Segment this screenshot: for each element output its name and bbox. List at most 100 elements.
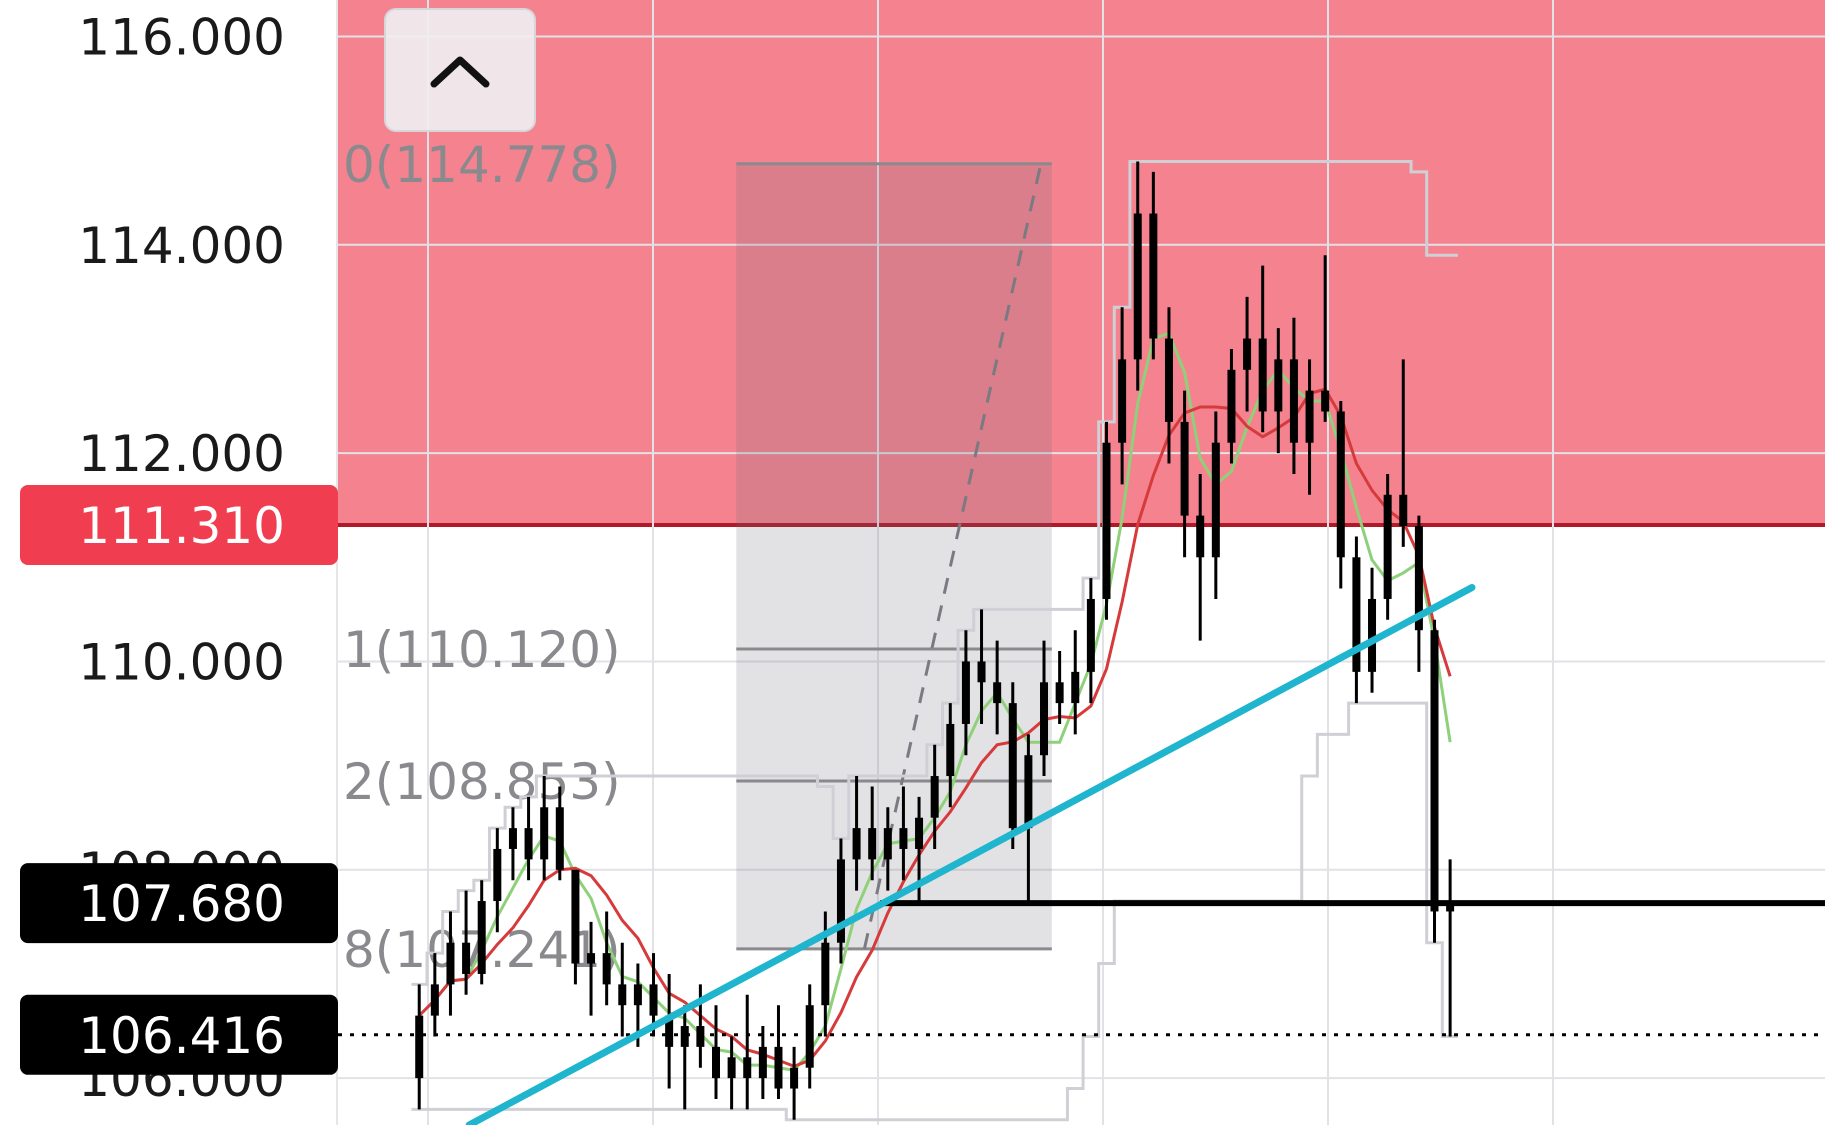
chevron-up-icon bbox=[430, 56, 490, 88]
candle bbox=[571, 869, 580, 985]
candle-body bbox=[477, 901, 486, 974]
trendline bbox=[465, 584, 1476, 1125]
candle-body bbox=[602, 953, 611, 985]
candle-body bbox=[946, 723, 955, 777]
candle-body bbox=[1055, 682, 1064, 704]
candle-body bbox=[1180, 421, 1189, 516]
candle-body bbox=[524, 828, 533, 860]
candle bbox=[602, 911, 611, 1006]
candle-body bbox=[1040, 682, 1049, 756]
candle-body bbox=[711, 1046, 720, 1079]
candle-body bbox=[899, 828, 908, 849]
candle bbox=[493, 828, 502, 933]
candle-body bbox=[1211, 442, 1220, 558]
candle bbox=[524, 796, 533, 881]
candle bbox=[1305, 359, 1314, 495]
candle-body bbox=[1258, 338, 1267, 412]
candle-body bbox=[1336, 411, 1345, 558]
candle bbox=[1149, 171, 1158, 360]
candle bbox=[930, 744, 939, 849]
candle bbox=[1040, 640, 1049, 777]
candle-body bbox=[1430, 630, 1439, 912]
resistance-zone-layer bbox=[338, 0, 1825, 527]
candle bbox=[1008, 682, 1017, 849]
candle bbox=[1118, 307, 1127, 485]
candle-body bbox=[493, 848, 502, 902]
candle bbox=[508, 807, 517, 881]
candle bbox=[711, 1005, 720, 1099]
candle bbox=[555, 786, 564, 881]
candle-body bbox=[665, 1015, 674, 1047]
candle-body bbox=[1118, 359, 1127, 443]
candle bbox=[1414, 515, 1423, 672]
candle-body bbox=[1289, 359, 1298, 443]
candle bbox=[1336, 401, 1345, 589]
candle bbox=[1321, 255, 1330, 422]
candle-body bbox=[618, 984, 627, 1006]
candle-body bbox=[508, 828, 517, 849]
candle-body bbox=[977, 661, 986, 683]
candle bbox=[1071, 630, 1080, 735]
candle-body bbox=[1321, 390, 1330, 412]
candle-body bbox=[1149, 213, 1158, 339]
candle bbox=[1383, 473, 1392, 620]
candle bbox=[1055, 651, 1064, 724]
candle bbox=[883, 807, 892, 891]
candle bbox=[1227, 348, 1236, 464]
candle-body bbox=[852, 828, 861, 860]
candle bbox=[899, 786, 908, 881]
y-tick-label: 116.000 bbox=[78, 8, 285, 66]
candle-body bbox=[587, 953, 596, 964]
candle-body bbox=[1414, 526, 1423, 631]
horizontal-lines-layer bbox=[338, 900, 1825, 1037]
y-tick-label: 110.000 bbox=[78, 633, 285, 691]
candle-body bbox=[1243, 338, 1252, 370]
candle bbox=[1289, 317, 1298, 474]
candle-body bbox=[821, 942, 830, 1006]
candle bbox=[1102, 421, 1111, 620]
candle bbox=[1274, 328, 1283, 454]
candle-body bbox=[1133, 213, 1142, 360]
candle-body bbox=[774, 1046, 783, 1089]
candle bbox=[477, 880, 486, 985]
price-tag bbox=[20, 485, 338, 565]
candle bbox=[758, 1026, 767, 1099]
candle bbox=[961, 630, 970, 756]
candle-body bbox=[790, 1067, 799, 1089]
candle bbox=[430, 953, 439, 1037]
candle-body bbox=[743, 1057, 752, 1079]
candle-body bbox=[993, 682, 1002, 704]
candle-body bbox=[1024, 755, 1033, 829]
price-tag-label: 106.416 bbox=[78, 1007, 285, 1065]
candle bbox=[1258, 265, 1267, 433]
candle-body bbox=[805, 1005, 814, 1068]
candle-body bbox=[462, 942, 471, 974]
candle-body bbox=[1274, 359, 1283, 412]
candle-body bbox=[1383, 494, 1392, 599]
candle bbox=[1430, 619, 1439, 943]
candle bbox=[680, 1005, 689, 1110]
candle-body bbox=[696, 1026, 705, 1047]
collapse-button[interactable] bbox=[384, 8, 536, 132]
candle bbox=[1086, 578, 1095, 704]
candle bbox=[1024, 734, 1033, 902]
y-tick-label: 112.000 bbox=[78, 425, 285, 483]
candle bbox=[852, 776, 861, 891]
candle bbox=[462, 890, 471, 995]
candle bbox=[868, 786, 877, 881]
candle-body bbox=[1305, 390, 1314, 443]
candle-body bbox=[555, 807, 564, 870]
candle bbox=[665, 973, 674, 1089]
fibonacci-diagonal bbox=[862, 163, 1043, 950]
y-tick-label: 114.000 bbox=[78, 217, 285, 275]
candle bbox=[587, 921, 596, 1016]
price-tag-label: 111.310 bbox=[78, 497, 285, 555]
candle bbox=[836, 838, 845, 964]
candle bbox=[727, 1036, 736, 1110]
candle-body bbox=[883, 828, 892, 860]
candle-body bbox=[961, 661, 970, 724]
price-tag bbox=[20, 994, 338, 1075]
candle bbox=[743, 994, 752, 1110]
fibonacci-level-label: 2(108.853) bbox=[343, 753, 621, 811]
